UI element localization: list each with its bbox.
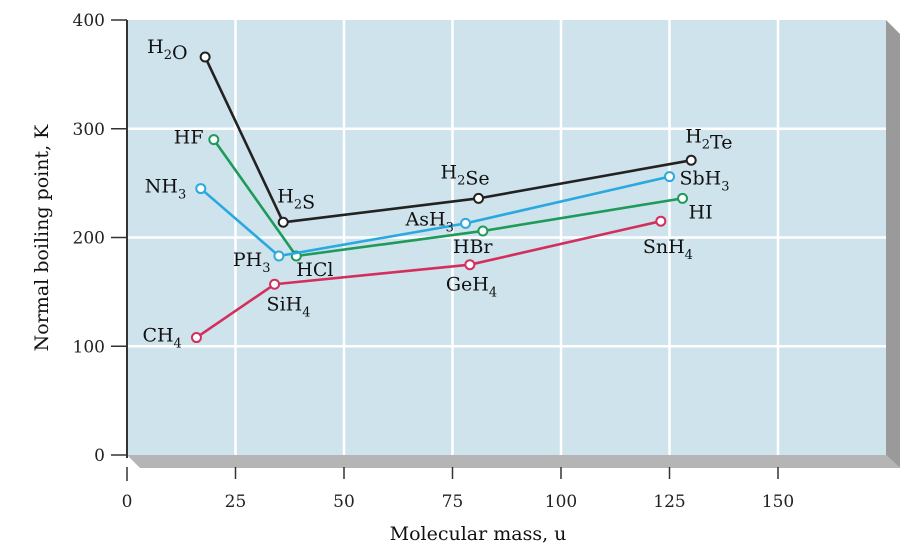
x-tick-label-50: 50 (333, 492, 355, 512)
point-label-hbr: HBr (453, 236, 494, 258)
y-axis-title: Normal boiling point, K (31, 124, 53, 352)
y-tick-label-400: 400 (73, 11, 105, 31)
data-point-h2s (277, 216, 289, 228)
axes: 0 100 200 300 400 0 25 50 75 100 125 150 (73, 11, 795, 512)
data-point-sbh3 (664, 171, 675, 183)
point-label-hi: HI (689, 201, 713, 223)
point-label-sih4: SiH4 (267, 293, 311, 320)
x-tick-label-25: 25 (225, 492, 247, 512)
x-tick-label-0: 0 (122, 492, 133, 512)
x-tick-label-75: 75 (442, 492, 464, 512)
x-axis-title: Molecular mass, u (390, 523, 567, 545)
point-label-sbh3: SbH3 (680, 168, 730, 195)
point-label-ash3: AsH3 (405, 208, 454, 235)
series-line-1 (212, 138, 683, 258)
data-point-hf (208, 134, 220, 146)
point-label-ch4: CH4 (142, 325, 181, 352)
data-point-sih4 (269, 278, 281, 290)
data-point-hbr (477, 225, 489, 237)
data-point-h2te (685, 154, 697, 166)
data-point-ph3 (273, 250, 285, 262)
point-label-hcl: HCl (296, 259, 333, 281)
series-line-3 (195, 219, 662, 339)
series-line-0 (203, 56, 692, 224)
point-label-hf: HF (174, 127, 204, 149)
series-line-2 (199, 175, 670, 258)
point-labels: H2O H2S H2Se H2Te HF HCl HBr HI NH3 PH3 AsH3 SbH3 CH… (142, 36, 732, 352)
data-point-nh3 (195, 183, 207, 195)
data-point-hi (677, 192, 689, 204)
point-label-geh4: GeH4 (446, 274, 497, 301)
data-series (190, 51, 697, 344)
data-point-h2se (473, 192, 485, 204)
x-tick-label-150: 150 (762, 492, 794, 512)
point-label-nh3: NH3 (145, 176, 186, 203)
y-tick-label-200: 200 (73, 229, 105, 249)
point-label-h2se: H2Se (441, 161, 490, 189)
y-tick-label-300: 300 (73, 120, 105, 140)
frame-shadow-bottom (127, 455, 900, 468)
y-tick-label-100: 100 (73, 337, 105, 357)
x-tick-label-100: 100 (545, 492, 577, 512)
point-label-h2te: H2Te (685, 125, 732, 153)
point-label-h2s: H2S (277, 185, 315, 213)
data-point-h2o (199, 51, 211, 63)
data-point-snh4 (655, 215, 667, 227)
point-label-snh4: SnH4 (643, 236, 693, 263)
grid-lines (127, 20, 886, 455)
point-label-ph3: PH3 (233, 249, 271, 276)
frame-shadow-right (886, 20, 900, 468)
point-label-h2o: H2O (147, 36, 187, 64)
y-tick-label-0: 0 (94, 446, 105, 466)
data-point-ash3 (460, 217, 472, 229)
x-tick-label-125: 125 (653, 492, 685, 512)
data-point-geh4 (464, 259, 476, 271)
data-point-ch4 (190, 332, 202, 344)
